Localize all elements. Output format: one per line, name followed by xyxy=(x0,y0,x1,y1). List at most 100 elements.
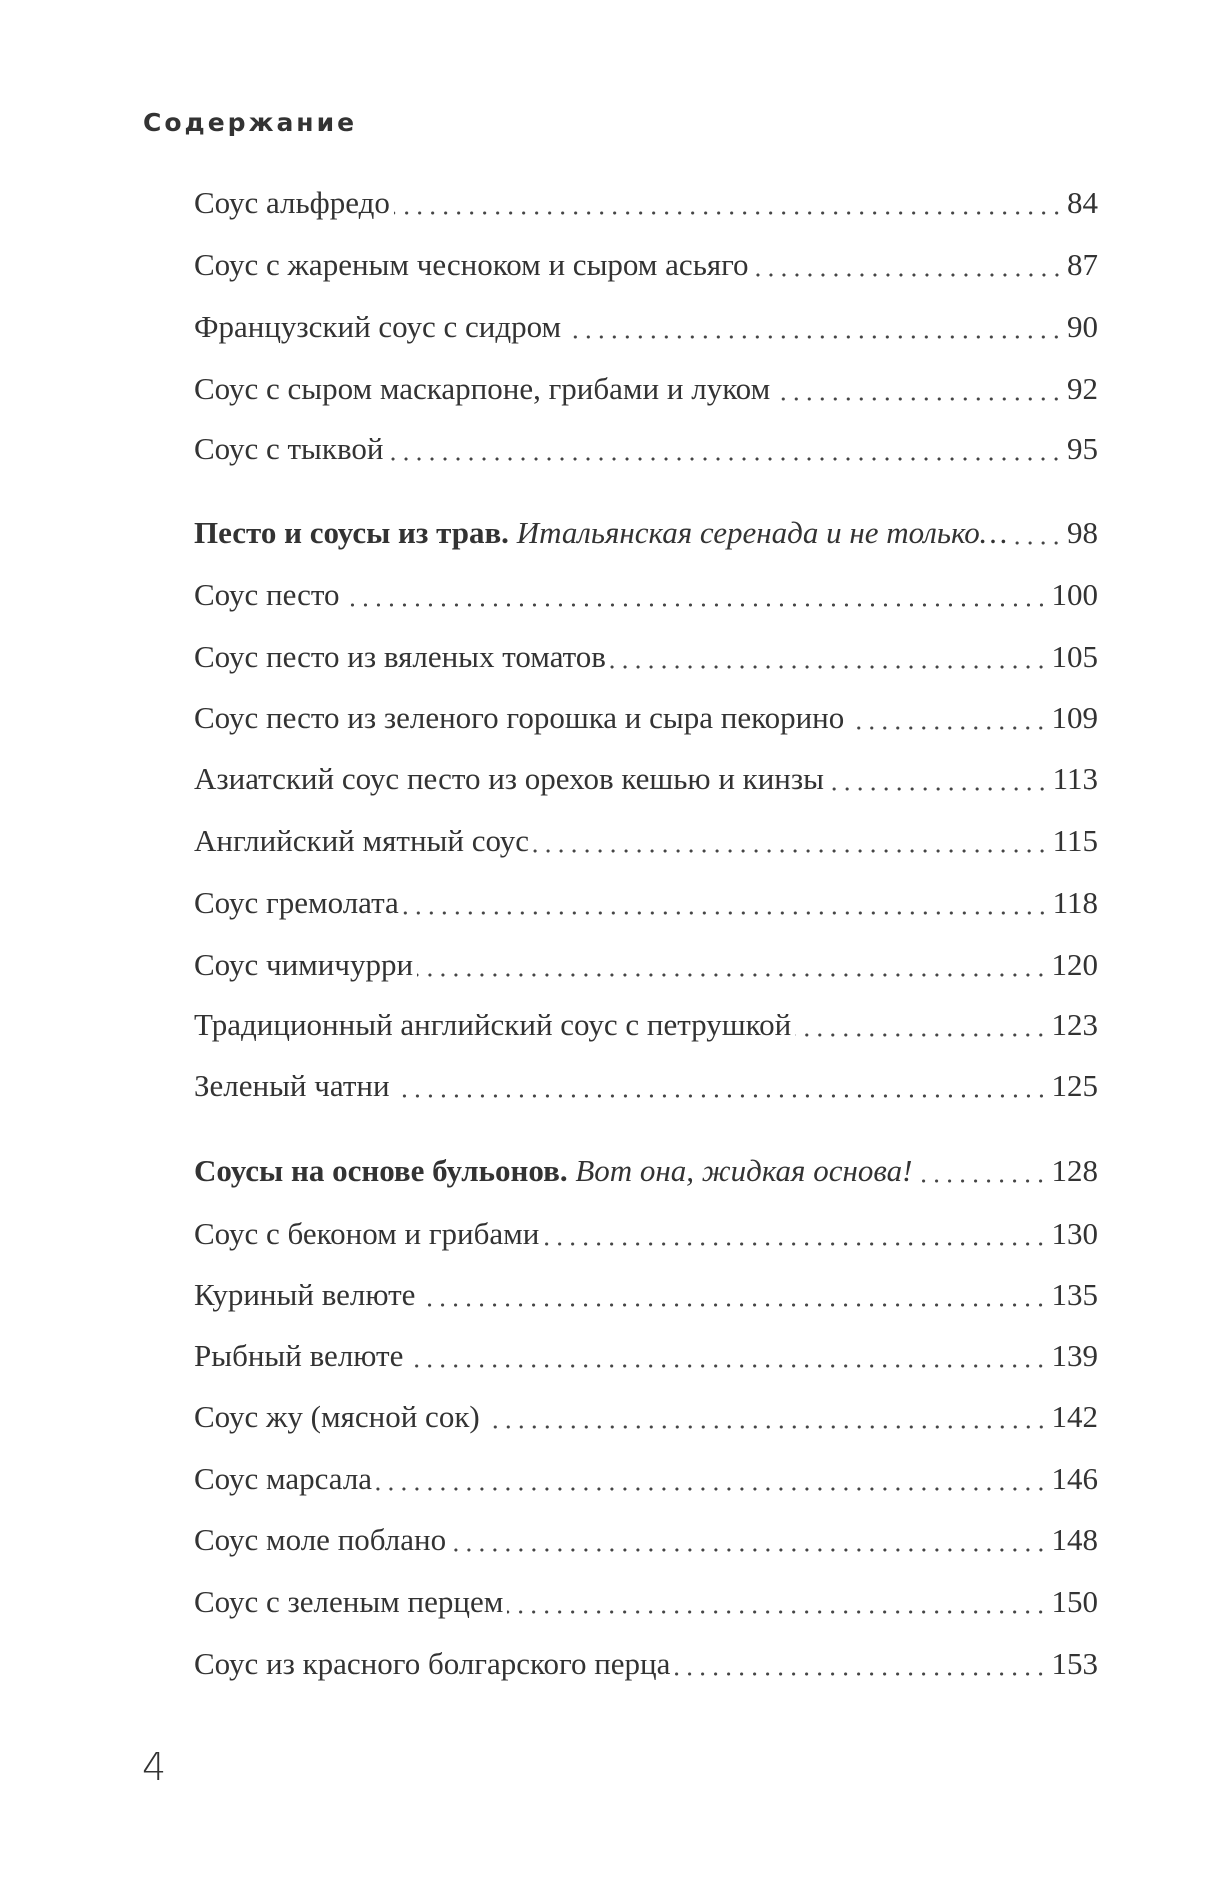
toc-entry: Соус с сыром маскарпоне, грибами и луком… xyxy=(194,371,1098,411)
entry-title: Соус с беконом и грибами xyxy=(194,1216,540,1251)
dot-leader xyxy=(417,972,1048,978)
entry-page-number: 150 xyxy=(1051,1584,1099,1619)
entry-title: Песто и соусы из трав. Итальянская серен… xyxy=(194,515,1007,551)
toc-entry: Соус с тыквой 95 xyxy=(194,431,1098,471)
toc-entry: Азиатский соус песто из орехов кешью и к… xyxy=(194,761,1098,801)
entry-page-number: 105 xyxy=(1051,639,1099,674)
entry-title: Соус песто xyxy=(194,577,340,612)
entry-title: Английский мятный соус xyxy=(194,823,530,858)
toc-section-entry: Соусы на основе бульонов. Вот она, жидка… xyxy=(194,1153,1098,1193)
entry-page-number: 115 xyxy=(1052,823,1098,858)
dot-leader xyxy=(827,786,1049,792)
dot-leader xyxy=(774,396,1063,402)
dot-leader xyxy=(848,725,1048,731)
toc-entry: Соус моле поблано 148 xyxy=(194,1522,1098,1562)
entry-page-number: 120 xyxy=(1051,947,1099,982)
entry-title: Соус гремолата xyxy=(194,885,399,920)
entry-page-number: 148 xyxy=(1051,1522,1099,1557)
entry-title: Соус моле поблано xyxy=(194,1522,447,1557)
toc-entry: Соус с жареным чесноком и сыром асьяго 87 xyxy=(194,247,1098,287)
dot-leader xyxy=(483,1424,1048,1430)
toc-entry: Соус с зеленым перцем 150 xyxy=(194,1584,1098,1624)
dot-leader xyxy=(393,1093,1048,1099)
dot-leader xyxy=(343,602,1048,608)
entry-page-number: 128 xyxy=(1051,1153,1099,1188)
dot-leader xyxy=(609,664,1048,670)
toc-entry: Соус песто из вяленых томатов 105 xyxy=(194,639,1098,679)
dot-leader xyxy=(533,848,1049,854)
entry-page-number: 139 xyxy=(1051,1338,1099,1373)
toc-entry: Соус марсала 146 xyxy=(194,1461,1098,1501)
entry-title: Соус с сыром маскарпоне, грибами и луком xyxy=(194,371,771,406)
section-title: Песто и соусы из трав. xyxy=(194,515,509,550)
entry-page-number: 135 xyxy=(1051,1277,1099,1312)
entry-title: Соус альфредо xyxy=(194,185,390,220)
entry-page-number: 84 xyxy=(1067,185,1098,220)
entry-page-number: 123 xyxy=(1051,1007,1099,1042)
entry-title: Соусы на основе бульонов. Вот она, жидка… xyxy=(194,1153,912,1189)
page-number: 4 xyxy=(142,1745,167,1789)
dot-leader xyxy=(402,910,1049,916)
toc-entry: Рыбный велюте 139 xyxy=(194,1338,1098,1378)
toc-entry: Английский мятный соус 115 xyxy=(194,823,1098,863)
dot-leader xyxy=(1011,540,1063,546)
entry-title: Куриный велюте xyxy=(194,1277,416,1312)
entry-page-number: 92 xyxy=(1067,371,1098,406)
entry-page-number: 90 xyxy=(1067,309,1098,344)
entry-title: Соус жу (мясной сок) xyxy=(194,1399,480,1434)
entry-title: Соус марсала xyxy=(194,1461,373,1496)
entry-page-number: 98 xyxy=(1067,515,1098,550)
entry-title: Соус с тыквой xyxy=(194,431,384,466)
dot-leader xyxy=(450,1547,1048,1553)
dot-leader xyxy=(419,1302,1048,1308)
entry-page-number: 113 xyxy=(1052,761,1098,796)
toc-entry: Соус альфредо 84 xyxy=(194,185,1098,225)
toc-entry: Соус жу (мясной сок) 142 xyxy=(194,1399,1098,1439)
toc-entry: Куриный велюте 135 xyxy=(194,1277,1098,1317)
entry-title: Соус песто из зеленого горошка и сыра пе… xyxy=(194,700,845,735)
toc-entry: Традиционный английский соус с петрушкой… xyxy=(194,1007,1098,1047)
section-subtitle: Вот она, жидкая основа! xyxy=(575,1153,913,1188)
toc-section-entry: Песто и соусы из трав. Итальянская серен… xyxy=(194,515,1098,555)
entry-page-number: 95 xyxy=(1067,431,1098,466)
section-title: Соусы на основе бульонов. xyxy=(194,1153,568,1188)
section-subtitle: Итальянская серенада и не только… xyxy=(516,515,1008,550)
entry-page-number: 153 xyxy=(1051,1646,1099,1681)
entry-title: Традиционный английский соус с петрушкой xyxy=(194,1007,792,1042)
entry-title: Соус из красного болгарского перца xyxy=(194,1646,671,1681)
toc-heading: Содержание xyxy=(143,108,358,137)
toc-entry: Соус песто 100 xyxy=(194,577,1098,617)
dot-leader xyxy=(565,334,1063,340)
dot-leader xyxy=(507,1609,1048,1615)
toc-entry: Соус чимичурри 120 xyxy=(194,947,1098,987)
entry-page-number: 125 xyxy=(1051,1068,1099,1103)
entry-title: Рыбный велюте xyxy=(194,1338,404,1373)
dot-leader xyxy=(752,272,1063,278)
toc-entry: Зеленый чатни 125 xyxy=(194,1068,1098,1108)
entry-page-number: 146 xyxy=(1051,1461,1099,1496)
toc-entry: Французский соус с сидром 90 xyxy=(194,309,1098,349)
entry-page-number: 100 xyxy=(1051,577,1099,612)
entry-page-number: 109 xyxy=(1051,700,1099,735)
dot-leader xyxy=(795,1032,1048,1038)
entry-title: Зеленый чатни xyxy=(194,1068,390,1103)
entry-title: Французский соус с сидром xyxy=(194,309,562,344)
entry-title: Азиатский соус песто из орехов кешью и к… xyxy=(194,761,824,796)
dot-leader xyxy=(674,1671,1048,1677)
entry-page-number: 130 xyxy=(1051,1216,1099,1251)
entry-page-number: 142 xyxy=(1051,1399,1099,1434)
entry-title: Соус песто из вяленых томатов xyxy=(194,639,606,674)
dot-leader xyxy=(543,1241,1048,1247)
entry-title: Соус чимичурри xyxy=(194,947,414,982)
toc-entry: Соус гремолата 118 xyxy=(194,885,1098,925)
toc-entry: Соус песто из зеленого горошка и сыра пе… xyxy=(194,700,1098,740)
entry-title: Соус с зеленым перцем xyxy=(194,1584,504,1619)
dot-leader xyxy=(393,210,1063,216)
dot-leader xyxy=(376,1486,1048,1492)
entry-title: Соус с жареным чесноком и сыром асьяго xyxy=(194,247,749,282)
dot-leader xyxy=(407,1363,1048,1369)
dot-leader xyxy=(916,1178,1048,1184)
toc-entry: Соус с беконом и грибами 130 xyxy=(194,1216,1098,1256)
dot-leader xyxy=(387,456,1063,462)
entry-page-number: 118 xyxy=(1052,885,1098,920)
